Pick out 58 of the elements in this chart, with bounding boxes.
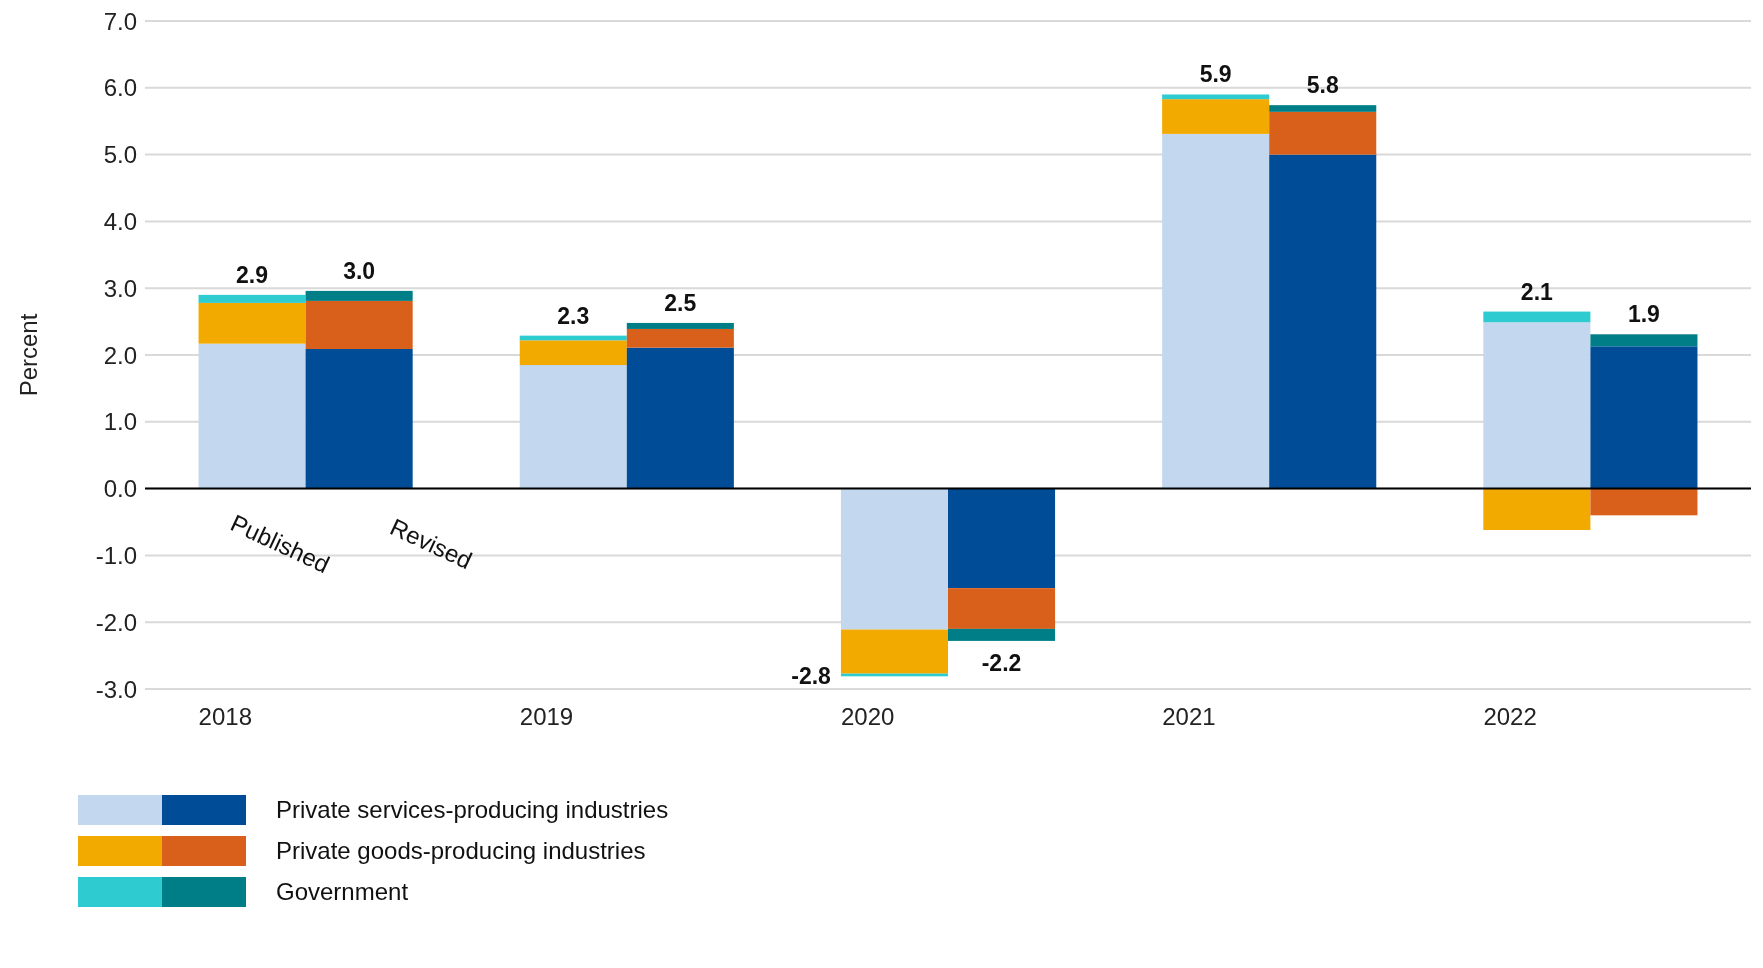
x-tick-label: 2021: [1162, 703, 1216, 730]
bar: [840, 488, 948, 630]
bar: [1590, 488, 1698, 516]
bar: [305, 300, 413, 349]
bar: [1269, 111, 1377, 155]
bar: [948, 488, 1056, 589]
bar: [1162, 99, 1270, 134]
bar: [1269, 105, 1377, 112]
y-tick-label: 2.0: [103, 341, 137, 369]
y-tick-label: -3.0: [95, 675, 137, 703]
y-tick-label: 4.0: [103, 207, 137, 235]
total-label: 5.9: [1199, 61, 1232, 88]
bar: [305, 290, 413, 301]
bar: [1483, 311, 1591, 323]
y-tick-label: 0.0: [103, 475, 137, 503]
legend-label: Private services-producing industries: [276, 795, 669, 824]
bar: [1269, 154, 1377, 489]
x-tick-label: 2022: [1483, 703, 1537, 730]
bar: [1162, 94, 1270, 100]
bar: [1483, 488, 1591, 531]
total-label: 2.3: [557, 302, 590, 329]
x-tick-label: 2020: [841, 703, 895, 730]
total-label: 5.8: [1306, 72, 1339, 99]
total-label: 1.9: [1627, 301, 1660, 328]
y-tick-label: -2.0: [95, 608, 137, 636]
bar: [198, 302, 306, 344]
legend-label: Private goods-producing industries: [276, 836, 646, 865]
y-axis-title: Percent: [14, 313, 42, 397]
bar: [948, 588, 1056, 629]
y-tick-label: 6.0: [103, 74, 137, 102]
bar: [519, 340, 627, 366]
total-label: 2.9: [236, 261, 269, 288]
y-tick-label: -1.0: [95, 541, 137, 569]
total-label: 2.1: [1520, 278, 1554, 305]
total-label: 2.5: [664, 289, 697, 316]
y-tick-label: 7.0: [103, 7, 137, 35]
bar: [626, 347, 734, 489]
y-tick-label: 3.0: [103, 274, 137, 302]
y-tick-label: 5.0: [103, 141, 137, 169]
bar: [198, 294, 306, 303]
y-tick-label: 1.0: [103, 408, 137, 436]
bar: [626, 328, 734, 348]
bar: [519, 365, 627, 489]
total-label: 3.0: [343, 257, 376, 284]
x-tick-label: 2019: [519, 703, 574, 730]
legend-label: Government: [276, 877, 409, 906]
total-label: -2.2: [981, 649, 1022, 676]
bar: [840, 629, 948, 674]
bar: [305, 348, 413, 489]
bar: [948, 628, 1056, 641]
x-tick-label: 2018: [198, 703, 252, 730]
bar: [1590, 346, 1698, 489]
bar: [1483, 322, 1591, 489]
bar: [626, 322, 734, 329]
bar: [198, 343, 306, 489]
total-label: -2.8: [791, 663, 832, 690]
bar: [1590, 334, 1698, 347]
bar: [1162, 133, 1270, 489]
